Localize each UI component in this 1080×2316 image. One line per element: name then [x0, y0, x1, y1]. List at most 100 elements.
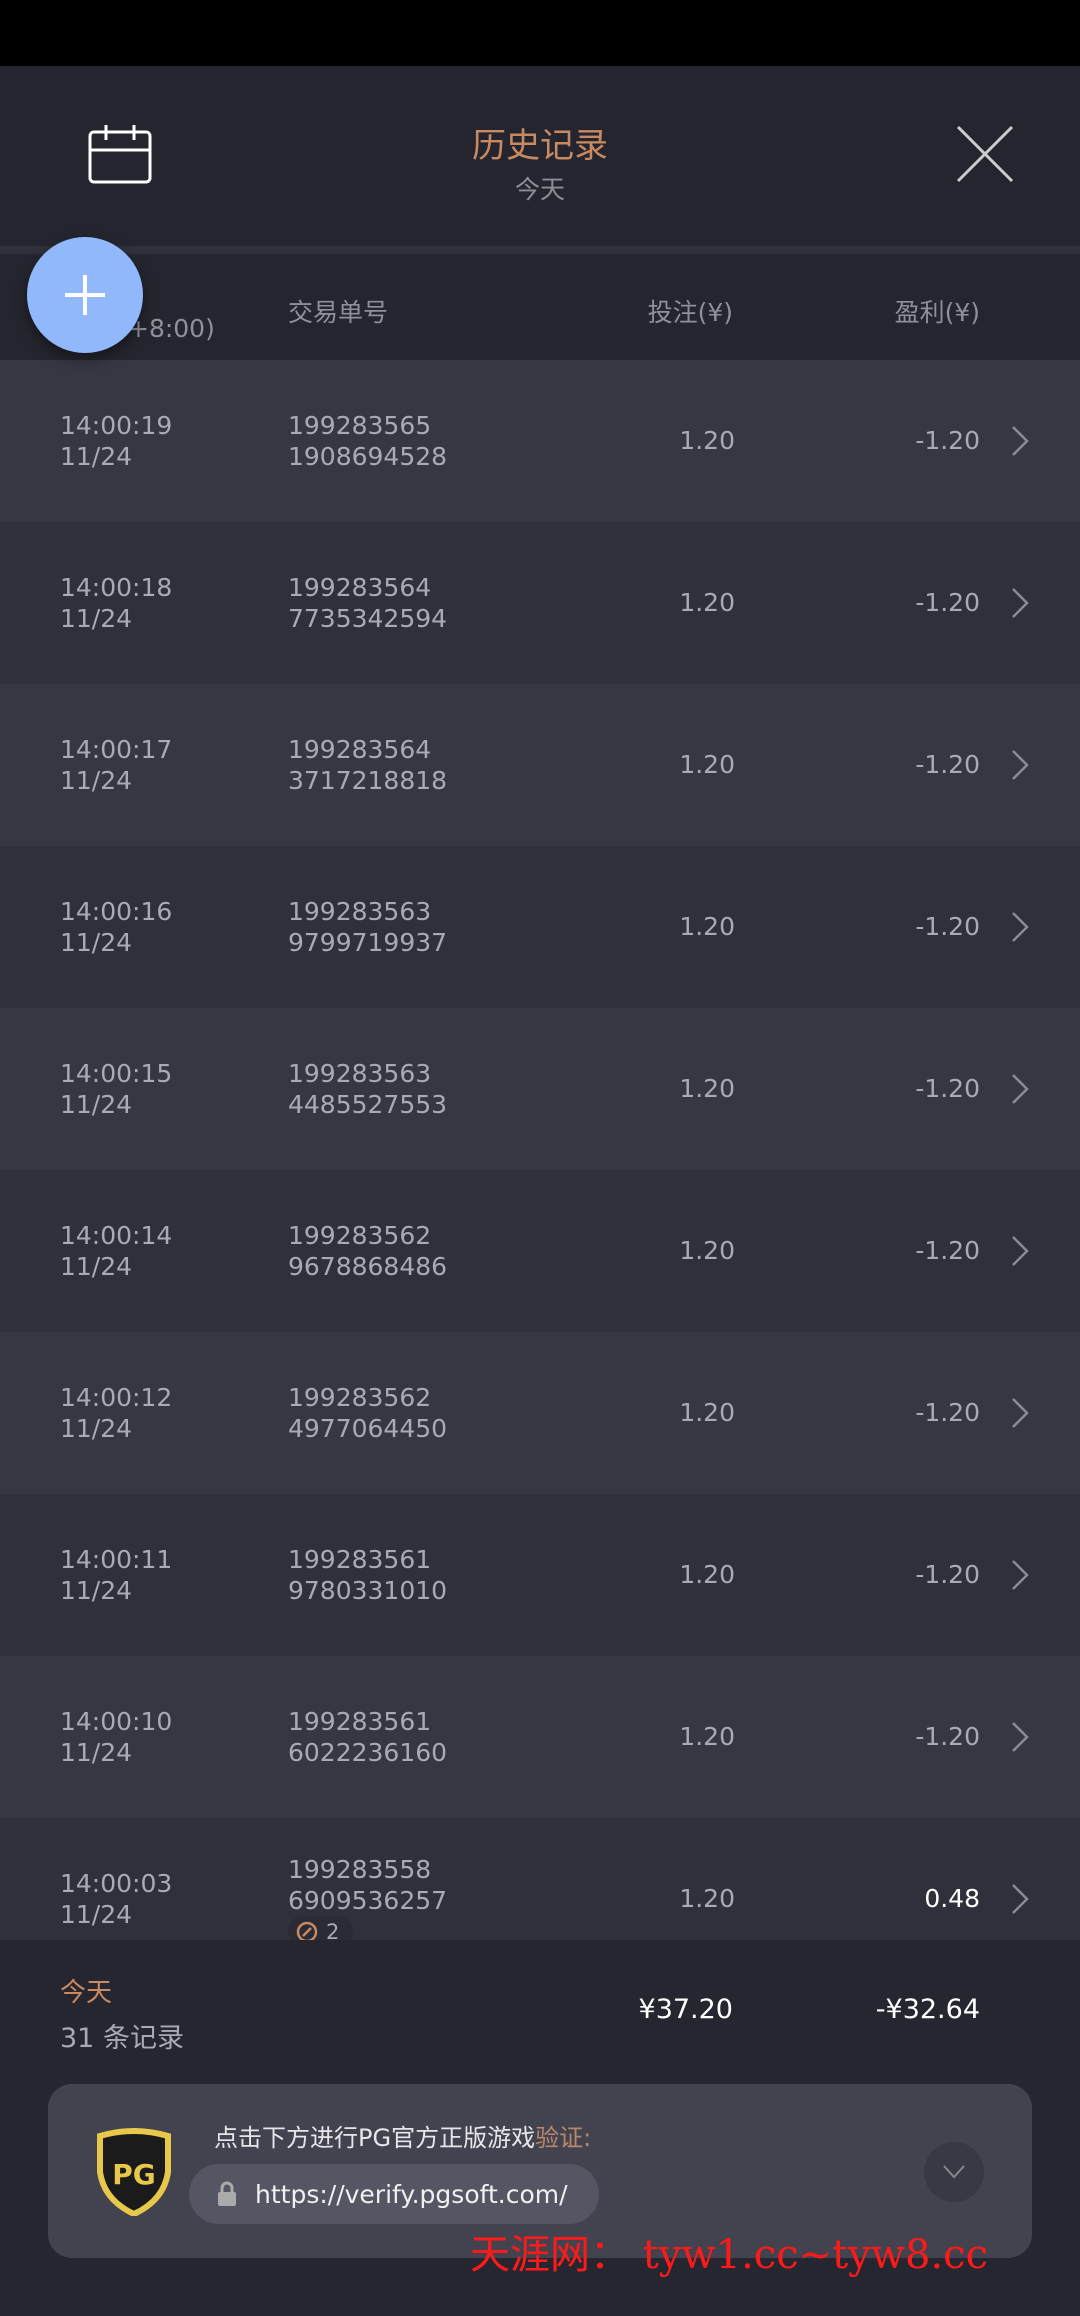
row-profit: -1.20	[915, 750, 980, 779]
row-id-part2: 7735342594	[288, 604, 448, 633]
row-bet: 1.20	[679, 1722, 735, 1751]
row-time-value: 14:00:11	[60, 1545, 173, 1574]
pg-logo-icon: PG	[97, 2128, 171, 2216]
chevron-down-icon	[943, 2165, 965, 2179]
chevron-right-icon[interactable]	[1010, 424, 1030, 458]
row-bet: 1.20	[679, 1884, 735, 1913]
col-profit: 盈利(¥)	[894, 298, 980, 327]
col-id: 交易单号	[288, 298, 389, 327]
table-row[interactable]: 14:00:18 11/24 199283564 7735342594 1.20 -…	[0, 522, 1080, 684]
table-row[interactable]: 14:00:15 11/24 199283563 4485527553 1.20 -…	[0, 1008, 1080, 1170]
row-bet: 1.20	[679, 750, 735, 779]
row-id-part1: 199283562	[288, 1221, 432, 1250]
row-bet: 1.20	[679, 588, 735, 617]
row-id-part1: 199283562	[288, 1383, 432, 1412]
row-id-part1: 199283563	[288, 897, 432, 926]
row-id-part2: 6022236160	[288, 1738, 448, 1767]
status-bar	[0, 0, 1080, 66]
row-id-part2: 9780331010	[288, 1576, 448, 1605]
spin-icon	[296, 1921, 318, 1940]
row-id-part1: 199283564	[288, 735, 432, 764]
table-row[interactable]: 14:00:10 11/24 199283561 6022236160 1.20 -…	[0, 1656, 1080, 1818]
table-row[interactable]: 14:00:11 11/24 199283561 9780331010 1.20 -…	[0, 1494, 1080, 1656]
chevron-right-icon[interactable]	[1010, 1396, 1030, 1430]
row-transaction-id: 199283563 4485527553	[288, 1058, 447, 1120]
table-row[interactable]: 14:00:03 11/24 199283558 6909536257 2 1.20 …	[0, 1818, 1080, 1940]
row-time: 14:00:14 11/24	[60, 1220, 172, 1282]
column-headers: +8:00) 交易单号 投注(¥) 盈利(¥)	[0, 254, 1080, 360]
lock-icon	[218, 2181, 236, 2206]
row-id-part1: 199283564	[288, 573, 432, 602]
row-id-part2: 9799719937	[288, 928, 448, 957]
chevron-right-icon[interactable]	[1010, 1072, 1030, 1106]
row-time-value: 14:00:17	[60, 735, 173, 764]
row-time-value: 14:00:18	[60, 573, 173, 602]
chevron-right-icon[interactable]	[1010, 1720, 1030, 1754]
chevron-right-icon[interactable]	[1010, 910, 1030, 944]
row-id-part2: 6909536257	[288, 1886, 448, 1915]
row-bet: 1.20	[679, 426, 735, 455]
plus-icon	[65, 275, 105, 315]
row-time: 14:00:11 11/24	[60, 1544, 172, 1606]
row-transaction-id: 199283564 3717218818	[288, 734, 447, 796]
history-list: 14:00:19 11/24 199283565 1908694528 1.20 -…	[0, 360, 1080, 1940]
summary-period: 今天	[60, 1978, 113, 2008]
row-time-value: 14:00:16	[60, 897, 173, 926]
row-transaction-id: 199283561 6022236160	[288, 1706, 447, 1768]
row-id-part2: 3717218818	[288, 766, 448, 795]
total-profit: -¥32.64	[875, 1994, 980, 2025]
row-id-part1: 199283561	[288, 1707, 432, 1736]
calendar-icon[interactable]	[88, 124, 152, 184]
verify-banner: PG 点击下方进行PG官方正版游戏验证: https://verify.pgso…	[48, 2084, 1032, 2258]
verify-message-text: 点击下方进行PG官方正版游戏	[214, 2124, 536, 2152]
row-bet: 1.20	[679, 1074, 735, 1103]
expand-button[interactable]	[924, 2142, 984, 2202]
row-date: 11/24	[60, 604, 133, 633]
header: 历史记录 今天	[0, 66, 1080, 246]
row-date: 11/24	[60, 442, 133, 471]
row-time-value: 14:00:15	[60, 1059, 173, 1088]
verify-url-link[interactable]: https://verify.pgsoft.com/	[189, 2164, 599, 2224]
table-row[interactable]: 14:00:12 11/24 199283562 4977064450 1.20 -…	[0, 1332, 1080, 1494]
row-profit: -1.20	[915, 1398, 980, 1427]
badge-count: 2	[326, 1919, 340, 1941]
row-date: 11/24	[60, 1252, 133, 1281]
table-row[interactable]: 14:00:14 11/24 199283562 9678868486 1.20 -…	[0, 1170, 1080, 1332]
row-id-part2: 4977064450	[288, 1414, 448, 1443]
chevron-right-icon[interactable]	[1010, 1558, 1030, 1592]
verify-highlight: 验证:	[535, 2124, 592, 2152]
row-transaction-id: 199283562 9678868486	[288, 1220, 447, 1282]
row-date: 11/24	[60, 1414, 133, 1443]
row-profit: 0.48	[924, 1884, 980, 1913]
close-icon[interactable]	[955, 124, 1015, 184]
divider	[0, 246, 1080, 254]
chevron-right-icon[interactable]	[1010, 1234, 1030, 1268]
table-row[interactable]: 14:00:19 11/24 199283565 1908694528 1.20 -…	[0, 360, 1080, 522]
verify-message: 点击下方进行PG官方正版游戏验证:	[214, 2118, 591, 2153]
row-id-part2: 1908694528	[288, 442, 448, 471]
add-button[interactable]	[27, 237, 143, 353]
row-time: 14:00:03 11/24	[60, 1868, 172, 1930]
chevron-right-icon[interactable]	[1010, 748, 1030, 782]
row-time-value: 14:00:03	[60, 1869, 173, 1898]
chevron-right-icon[interactable]	[1010, 586, 1030, 620]
page-title: 历史记录	[472, 126, 608, 166]
watermark: 天涯网： tyw1.cc~tyw8.cc	[470, 2232, 988, 2278]
svg-text:PG: PG	[112, 2158, 156, 2191]
row-date: 11/24	[60, 1900, 133, 1929]
table-row[interactable]: 14:00:17 11/24 199283564 3717218818 1.20 -…	[0, 684, 1080, 846]
row-time: 14:00:17 11/24	[60, 734, 172, 796]
chevron-right-icon[interactable]	[1010, 1882, 1030, 1916]
col-time: +8:00)	[128, 314, 215, 343]
record-count: 31 条记录	[60, 2023, 184, 2054]
row-transaction-id: 199283565 1908694528	[288, 410, 447, 472]
free-spin-badge: 2	[288, 1916, 354, 1941]
table-row[interactable]: 14:00:16 11/24 199283563 9799719937 1.20 -…	[0, 846, 1080, 1008]
row-transaction-id: 199283562 4977064450	[288, 1382, 447, 1444]
row-time-value: 14:00:12	[60, 1383, 173, 1412]
row-time-value: 14:00:14	[60, 1221, 173, 1250]
row-time: 14:00:18 11/24	[60, 572, 172, 634]
verify-url: https://verify.pgsoft.com/	[255, 2179, 568, 2209]
row-id-part2: 9678868486	[288, 1252, 448, 1281]
row-profit: -1.20	[915, 588, 980, 617]
